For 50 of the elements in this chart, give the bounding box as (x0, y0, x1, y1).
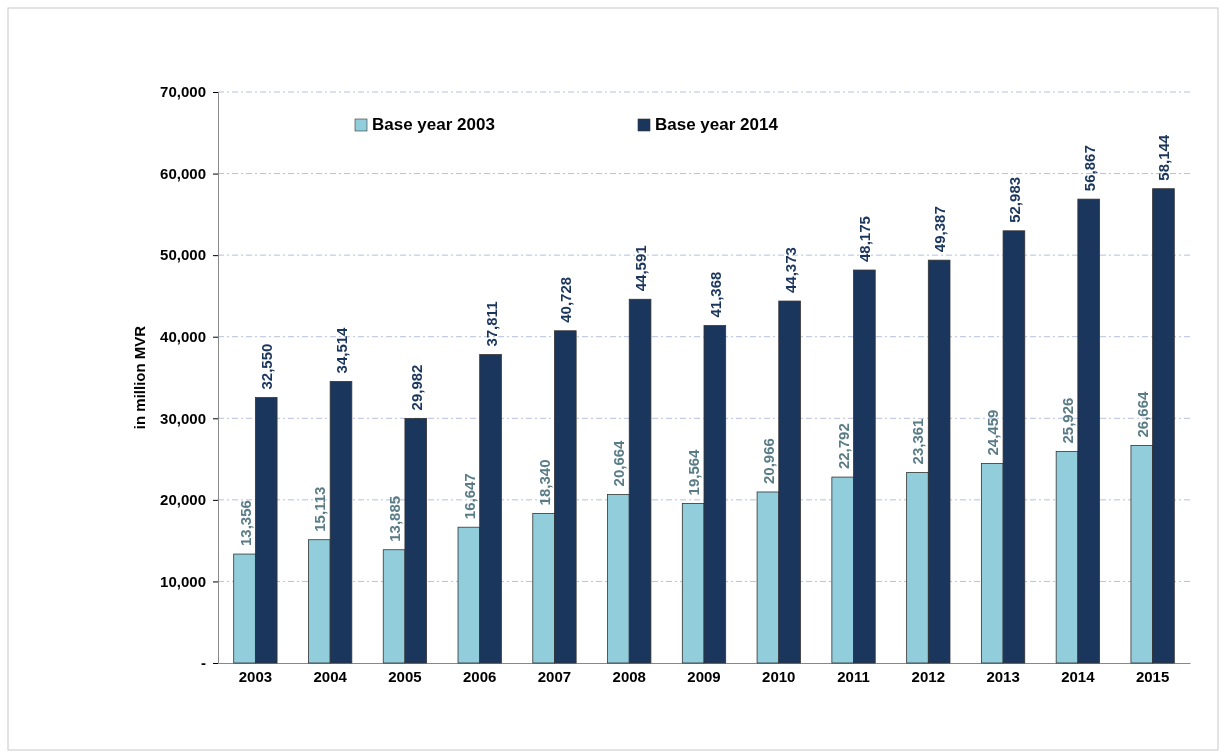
x-tick-label: 2012 (911, 668, 945, 685)
data-label: 40,728 (557, 276, 575, 323)
data-label: 32,550 (258, 343, 276, 390)
x-tick-label: 2015 (1135, 668, 1170, 685)
data-label: 29,982 (407, 364, 425, 411)
y-tick-label: 50,000 (160, 246, 206, 264)
x-tick-label: 2010 (762, 668, 796, 685)
data-label: 26,664 (1133, 390, 1151, 438)
data-label: 20,664 (610, 439, 628, 487)
x-tick-label: 2011 (837, 668, 870, 685)
legend-label: Base year 2014 (655, 115, 779, 134)
y-tick-label: 70,000 (160, 83, 206, 101)
data-label: 41,368 (706, 271, 724, 318)
data-label: 22,792 (834, 423, 852, 470)
x-tick-label: 2009 (687, 668, 721, 685)
y-tick-label: 40,000 (160, 328, 206, 346)
y-tick-label: 20,000 (160, 491, 206, 509)
data-label: 20,966 (759, 438, 777, 484)
data-label: 13,356 (236, 500, 254, 547)
data-label: 19,564 (685, 448, 703, 496)
y-axis-title: in million MVR (131, 325, 148, 430)
data-label: 24,459 (984, 409, 1002, 456)
data-label: 52,983 (1005, 176, 1023, 223)
data-label: 25,926 (1059, 397, 1076, 444)
data-label: 44,373 (781, 247, 799, 294)
y-tick-label: - (201, 654, 206, 672)
data-label: 15,113 (311, 486, 329, 532)
data-label: 56,867 (1080, 145, 1098, 192)
x-tick-label: 2013 (986, 668, 1020, 685)
data-label: 48,175 (856, 216, 874, 263)
y-tick-label: 10,000 (160, 572, 206, 590)
data-label: 18,340 (535, 459, 553, 506)
x-tick-label: 2005 (388, 668, 422, 685)
y-tick-label: 60,000 (160, 164, 206, 182)
data-label: 34,514 (333, 326, 350, 374)
data-label: 16,647 (460, 473, 478, 520)
x-tick-label: 2008 (612, 668, 646, 685)
data-label: 13,885 (386, 495, 404, 542)
data-label: 44,591 (632, 245, 650, 292)
x-tick-label: 2006 (463, 668, 497, 685)
x-tick-label: 2004 (313, 668, 348, 685)
data-label: 49,387 (931, 206, 949, 253)
data-label: 37,811 (482, 301, 500, 347)
y-tick-label: 30,000 (160, 409, 206, 427)
data-label: 58,144 (1155, 134, 1173, 181)
x-tick-label: 2003 (238, 668, 273, 685)
legend-label: Base year 2003 (372, 115, 495, 134)
x-tick-label: 2014 (1061, 668, 1096, 685)
x-tick-label: 2007 (537, 668, 572, 685)
data-label: 23,361 (909, 418, 927, 465)
